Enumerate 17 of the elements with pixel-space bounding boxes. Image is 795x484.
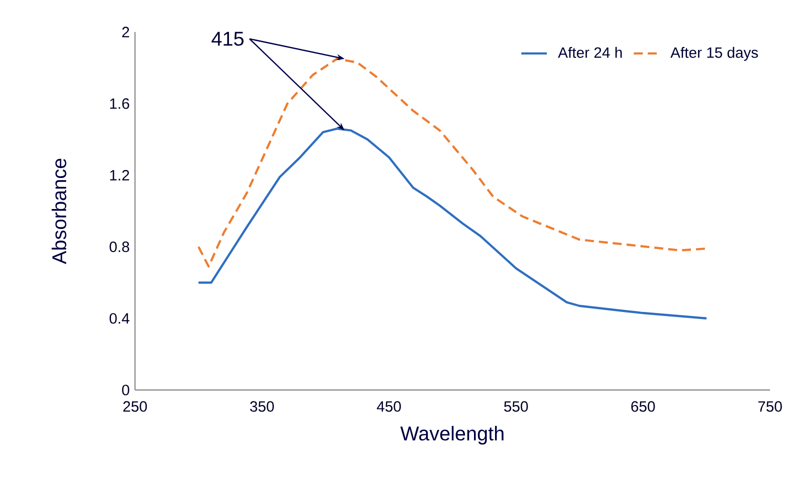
annotation: 415	[212, 32, 244, 46]
x-tick-label: 250	[123, 401, 147, 412]
y-tick-label: 1.2	[110, 170, 130, 180]
x-tick-label: 550	[504, 401, 528, 412]
y-tick-label: 2	[122, 26, 130, 38]
x-tick-label: 350	[250, 401, 274, 412]
y-tick-label: 0.4	[110, 313, 130, 324]
x-tick-label: 650	[631, 401, 655, 412]
y-tick-label: 0.8	[110, 242, 130, 252]
y-tick-label: 1.6	[110, 98, 130, 109]
x-tick-label: 750	[758, 401, 782, 412]
x-tick-label: 450	[376, 401, 401, 412]
y-tick-label: 0	[122, 384, 130, 396]
legend-label: After 15 days	[670, 46, 758, 61]
x-axis-title: Wavelength	[400, 426, 504, 444]
legend-label: After 24 h	[558, 46, 622, 58]
y-axis-title: Absorbance	[52, 158, 66, 264]
